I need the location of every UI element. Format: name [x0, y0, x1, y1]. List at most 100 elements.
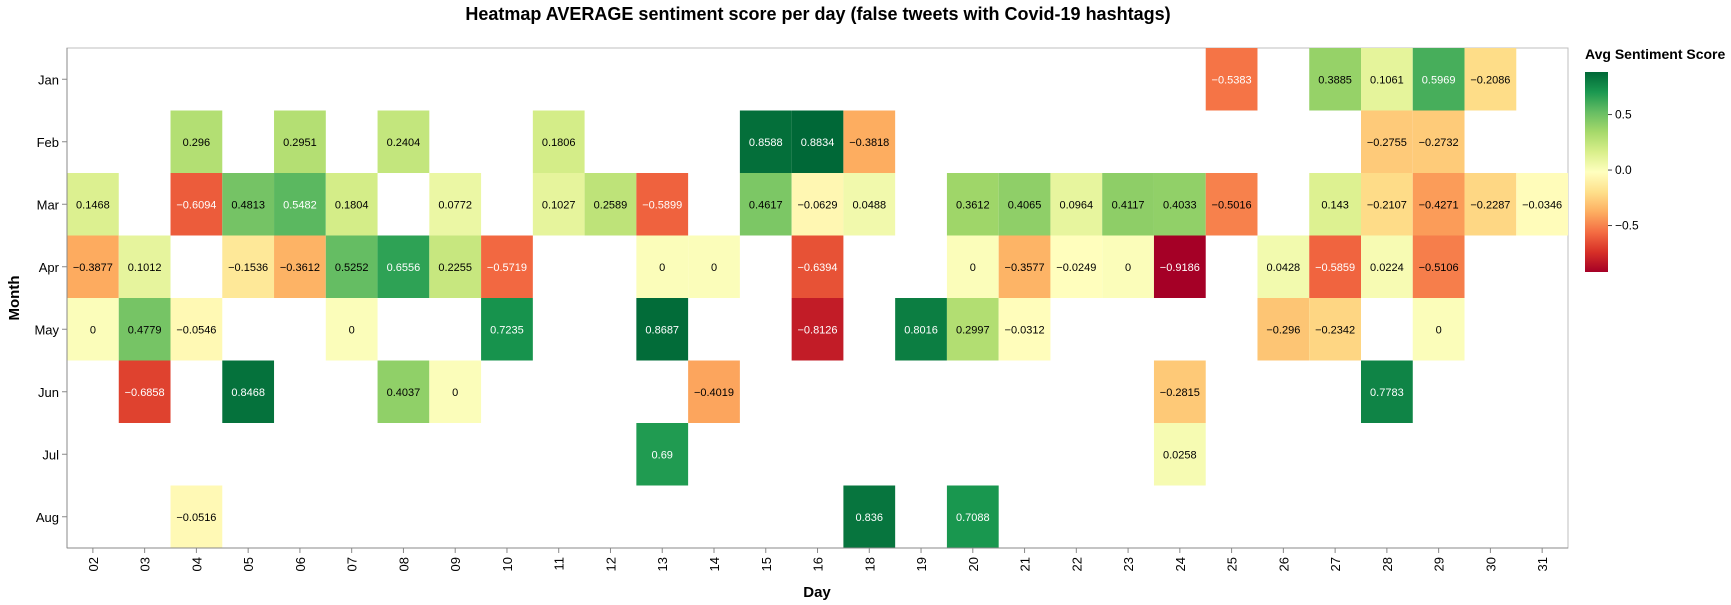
cell-value-label: 0.2951 [283, 137, 317, 149]
heatmap-cell [118, 298, 171, 361]
heatmap-cell [170, 173, 223, 236]
heatmap-cell [1205, 48, 1258, 111]
y-axis-title: Month [6, 276, 23, 321]
cell-value-label: 0.7235 [490, 324, 524, 336]
heatmap-cell [67, 235, 119, 298]
cell-value-label: −0.5859 [1315, 262, 1355, 274]
cell-value-label: −0.1536 [228, 262, 268, 274]
x-tick-label: 02 [86, 557, 101, 571]
heatmap-cell [791, 235, 844, 298]
y-axis-ticks: Jan Feb Mar Apr May Jun Jul Aug [34, 72, 67, 525]
cell-value-label: −0.3877 [73, 262, 113, 274]
heatmap-cell [377, 235, 430, 298]
legend-title: Avg Sentiment Score [1585, 46, 1726, 62]
cell-value-label: 0.836 [856, 512, 884, 524]
cell-value-label: 0.143 [1321, 199, 1349, 211]
x-tick-label: 15 [759, 557, 774, 571]
cell-value-label: −0.5719 [487, 262, 527, 274]
x-tick-label: 03 [138, 557, 153, 571]
heatmap-cell [688, 235, 740, 298]
cell-value-label: −0.0346 [1522, 199, 1562, 211]
heatmap-cell [170, 110, 223, 173]
x-axis-ticks: 02 03 04 05 06 07 08 09 10 11 12 13 14 15 16 18 19 20 21 22… [86, 548, 1550, 571]
heatmap-cell-labels: −0.5383 0.3885 0.1061 0.5969 −0.2086 0.296 0.2… [73, 74, 1562, 524]
x-tick-label: 18 [862, 557, 877, 571]
cell-value-label: −0.5383 [1212, 74, 1252, 86]
heatmap-cell [1361, 48, 1413, 111]
cell-value-label: 0.7088 [956, 512, 990, 524]
cell-value-label: 0.296 [183, 137, 211, 149]
cell-value-label: −0.0249 [1056, 262, 1096, 274]
y-tick-label: Jan [38, 72, 59, 87]
cell-value-label: 0.3885 [1318, 74, 1352, 86]
legend-tick-label: 0.5 [1615, 108, 1632, 122]
cell-value-label: 0 [1125, 262, 1131, 274]
heatmap-cell [946, 173, 999, 236]
cell-value-label: −0.2107 [1367, 199, 1407, 211]
heatmap-cell [1102, 173, 1154, 236]
cell-value-label: 0 [970, 262, 976, 274]
y-tick-label: May [34, 322, 59, 337]
cell-value-label: 0 [349, 324, 355, 336]
x-tick-label: 31 [1535, 557, 1550, 571]
heatmap-cell [946, 485, 999, 548]
legend-tick-label: −0.5 [1615, 219, 1639, 233]
cell-value-label: 0.0772 [438, 199, 472, 211]
color-legend: Avg Sentiment Score 0.5 0.0 −0.5 [1585, 46, 1726, 272]
cell-value-label: 0.7783 [1370, 387, 1404, 399]
heatmap-cell [1361, 360, 1413, 423]
heatmap-cell [1464, 173, 1517, 236]
cell-value-label: −0.6394 [797, 262, 837, 274]
cell-value-label: 0.5252 [335, 262, 369, 274]
cell-value-label: 0.0488 [852, 199, 886, 211]
cell-value-label: 0.8016 [904, 324, 938, 336]
x-tick-label: 24 [1173, 557, 1188, 571]
heatmap-cell [843, 485, 896, 548]
cell-value-label: −0.2086 [1470, 74, 1510, 86]
cell-value-label: −0.2287 [1470, 199, 1510, 211]
x-tick-label: 19 [914, 557, 929, 571]
heatmap-cell [1361, 173, 1413, 236]
heatmap-cell [946, 235, 999, 298]
x-tick-label: 04 [189, 557, 204, 571]
heatmap-cell [1153, 360, 1206, 423]
cell-value-label: 0.0258 [1163, 449, 1197, 461]
cell-value-label: 0.2404 [387, 137, 421, 149]
legend-colorbar [1585, 72, 1608, 272]
x-tick-label: 13 [655, 557, 670, 571]
heatmap-cell [377, 110, 430, 173]
cell-value-label: 0.69 [652, 449, 673, 461]
heatmap-cell [1412, 298, 1465, 361]
heatmap-cell [739, 110, 792, 173]
x-tick-label: 28 [1380, 557, 1395, 571]
cell-value-label: 0.8468 [231, 387, 265, 399]
cell-value-label: 0.5969 [1422, 74, 1456, 86]
heatmap-cell [1205, 173, 1258, 236]
x-tick-label: 22 [1069, 557, 1084, 571]
heatmap-cell [377, 360, 430, 423]
cell-value-label: 0.4617 [749, 199, 783, 211]
cell-value-label: 0.2997 [956, 324, 990, 336]
heatmap-cell [170, 485, 223, 548]
heatmap-cell [67, 173, 119, 236]
cell-value-label: −0.9186 [1160, 262, 1200, 274]
heatmap-cell [532, 110, 585, 173]
heatmap-cell [274, 235, 326, 298]
y-tick-label: Aug [36, 510, 59, 525]
heatmap-cell [222, 360, 275, 423]
cell-value-label: −0.0312 [1005, 324, 1045, 336]
heatmap-cell [998, 173, 1051, 236]
cell-value-label: −0.5899 [642, 199, 682, 211]
cell-value-label: 0.8687 [645, 324, 679, 336]
cell-value-label: −0.0546 [176, 324, 216, 336]
x-tick-label: 20 [966, 557, 981, 571]
chart-title: Heatmap AVERAGE sentiment score per day … [465, 4, 1170, 24]
heatmap-cell [1464, 48, 1517, 111]
heatmap-cell [791, 173, 844, 236]
cell-value-label: 0.1012 [128, 262, 162, 274]
y-tick-label: Jul [42, 447, 59, 462]
cell-value-label: 0.6556 [387, 262, 421, 274]
cell-value-label: −0.6094 [176, 199, 216, 211]
cell-value-label: 0 [711, 262, 717, 274]
heatmap-cell [1153, 173, 1206, 236]
